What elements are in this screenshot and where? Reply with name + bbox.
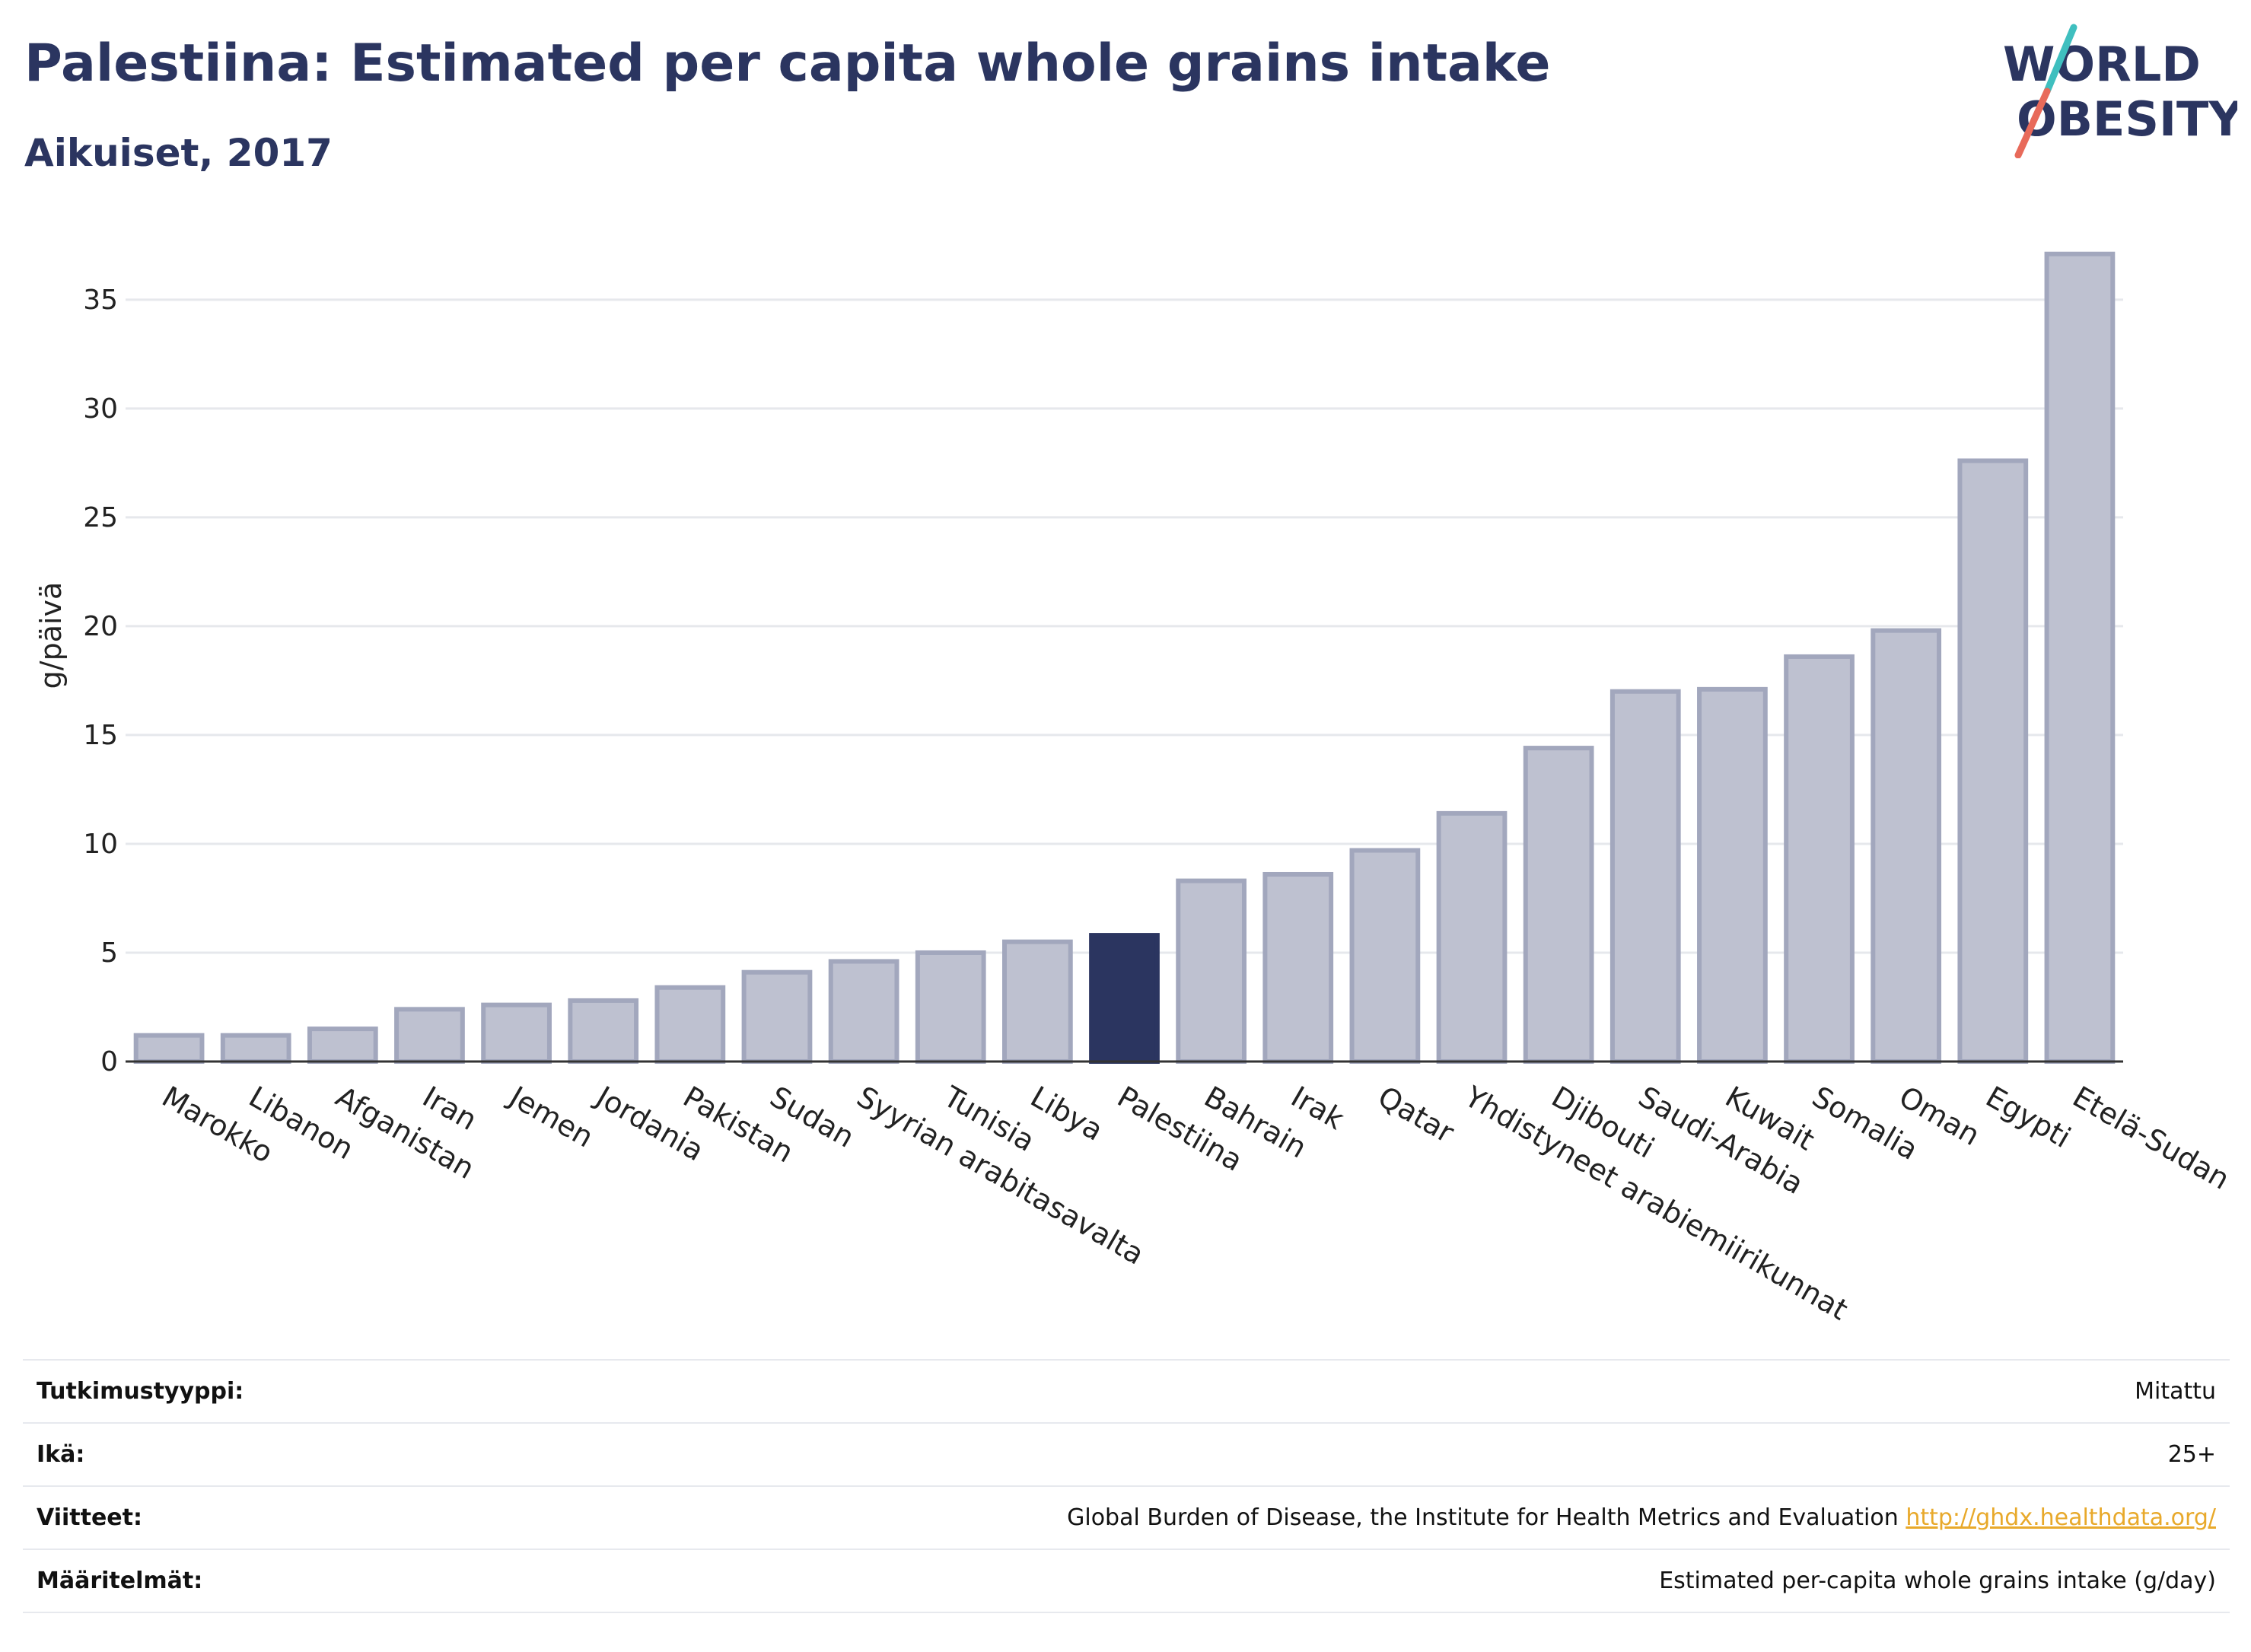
- chart-subtitle: Aikuiset, 2017: [24, 131, 333, 175]
- y-tick-label: 30: [83, 393, 118, 425]
- bar: [741, 969, 813, 1064]
- x-tick-label: Libya: [1025, 1080, 1109, 1147]
- bar: [1349, 848, 1421, 1064]
- bar: [1002, 939, 1073, 1064]
- bar-chart: 05101520253035MarokkoLibanonAfganistanIr…: [34, 251, 2235, 1326]
- bar: [1697, 686, 1768, 1064]
- info-key: Tutkimustyyppi:: [37, 1378, 244, 1405]
- y-tick-label: 35: [83, 285, 118, 316]
- bar: [828, 959, 899, 1064]
- x-tick-label: Qatar: [1372, 1080, 1460, 1150]
- y-tick-label: 5: [100, 937, 118, 969]
- logo-slash-teal-icon: [2043, 24, 2077, 95]
- info-table: Tutkimustyyppi: Mitattu Ikä: 25+ Viittee…: [23, 1359, 2230, 1613]
- info-row-age: Ikä: 25+: [23, 1423, 2230, 1486]
- bar: [394, 1007, 465, 1065]
- chart-title: Palestiina: Estimated per capita whole g…: [24, 33, 1551, 94]
- bars: [133, 251, 2116, 1065]
- bar: [568, 998, 639, 1065]
- reference-text: Global Burden of Disease, the Institute …: [1067, 1504, 1899, 1531]
- y-tick-label: 0: [100, 1046, 118, 1077]
- info-value: 25+: [2167, 1441, 2216, 1468]
- logo-text-obesity: OBESITY: [2017, 91, 2237, 147]
- info-value: Estimated per-capita whole grains intake…: [1659, 1568, 2216, 1594]
- bar: [1523, 746, 1594, 1065]
- bar: [1262, 871, 1334, 1065]
- bar: [1957, 458, 2029, 1064]
- reference-link[interactable]: http://ghdx.healthdata.org/: [1906, 1504, 2216, 1531]
- bar: [133, 1033, 205, 1065]
- info-row-study-type: Tutkimustyyppi: Mitattu: [23, 1360, 2230, 1423]
- bar: [481, 1002, 552, 1065]
- bar: [2044, 251, 2116, 1064]
- y-tick-label: 15: [83, 720, 118, 751]
- info-key: Määritelmät:: [37, 1568, 203, 1594]
- bar: [654, 985, 726, 1064]
- info-row-definitions: Määritelmät: Estimated per-capita whole …: [23, 1549, 2230, 1612]
- bar: [1871, 628, 1942, 1064]
- logo-text-world: WORLD: [2003, 37, 2201, 92]
- x-tick-label: Jemen: [502, 1079, 599, 1154]
- y-tick-label: 20: [83, 611, 118, 642]
- bar-highlighted: [1089, 933, 1160, 1064]
- bar: [1784, 654, 1855, 1064]
- x-tick-label: Etelä-Sudan: [2067, 1080, 2235, 1196]
- logo-slash-red-icon: [2014, 88, 2051, 158]
- bar: [307, 1027, 378, 1065]
- x-tick-label: Egypti: [1980, 1080, 2076, 1154]
- bar: [220, 1033, 291, 1065]
- bar: [1609, 689, 1681, 1064]
- bar: [1176, 878, 1246, 1064]
- info-value: Mitattu: [2135, 1378, 2216, 1405]
- y-tick-label: 25: [83, 502, 118, 533]
- info-row-references: Viitteet: Global Burden of Disease, the …: [23, 1486, 2230, 1549]
- info-key: Ikä:: [37, 1441, 85, 1468]
- bar: [1436, 810, 1508, 1065]
- y-axis-label: g/päivä: [34, 582, 68, 689]
- world-obesity-logo: WORLD OBESITY: [2003, 24, 2237, 158]
- bar: [915, 950, 986, 1064]
- info-key: Viitteet:: [37, 1504, 142, 1531]
- y-tick-label: 10: [83, 829, 118, 860]
- info-value-references: Global Burden of Disease, the Institute …: [390, 1486, 2230, 1549]
